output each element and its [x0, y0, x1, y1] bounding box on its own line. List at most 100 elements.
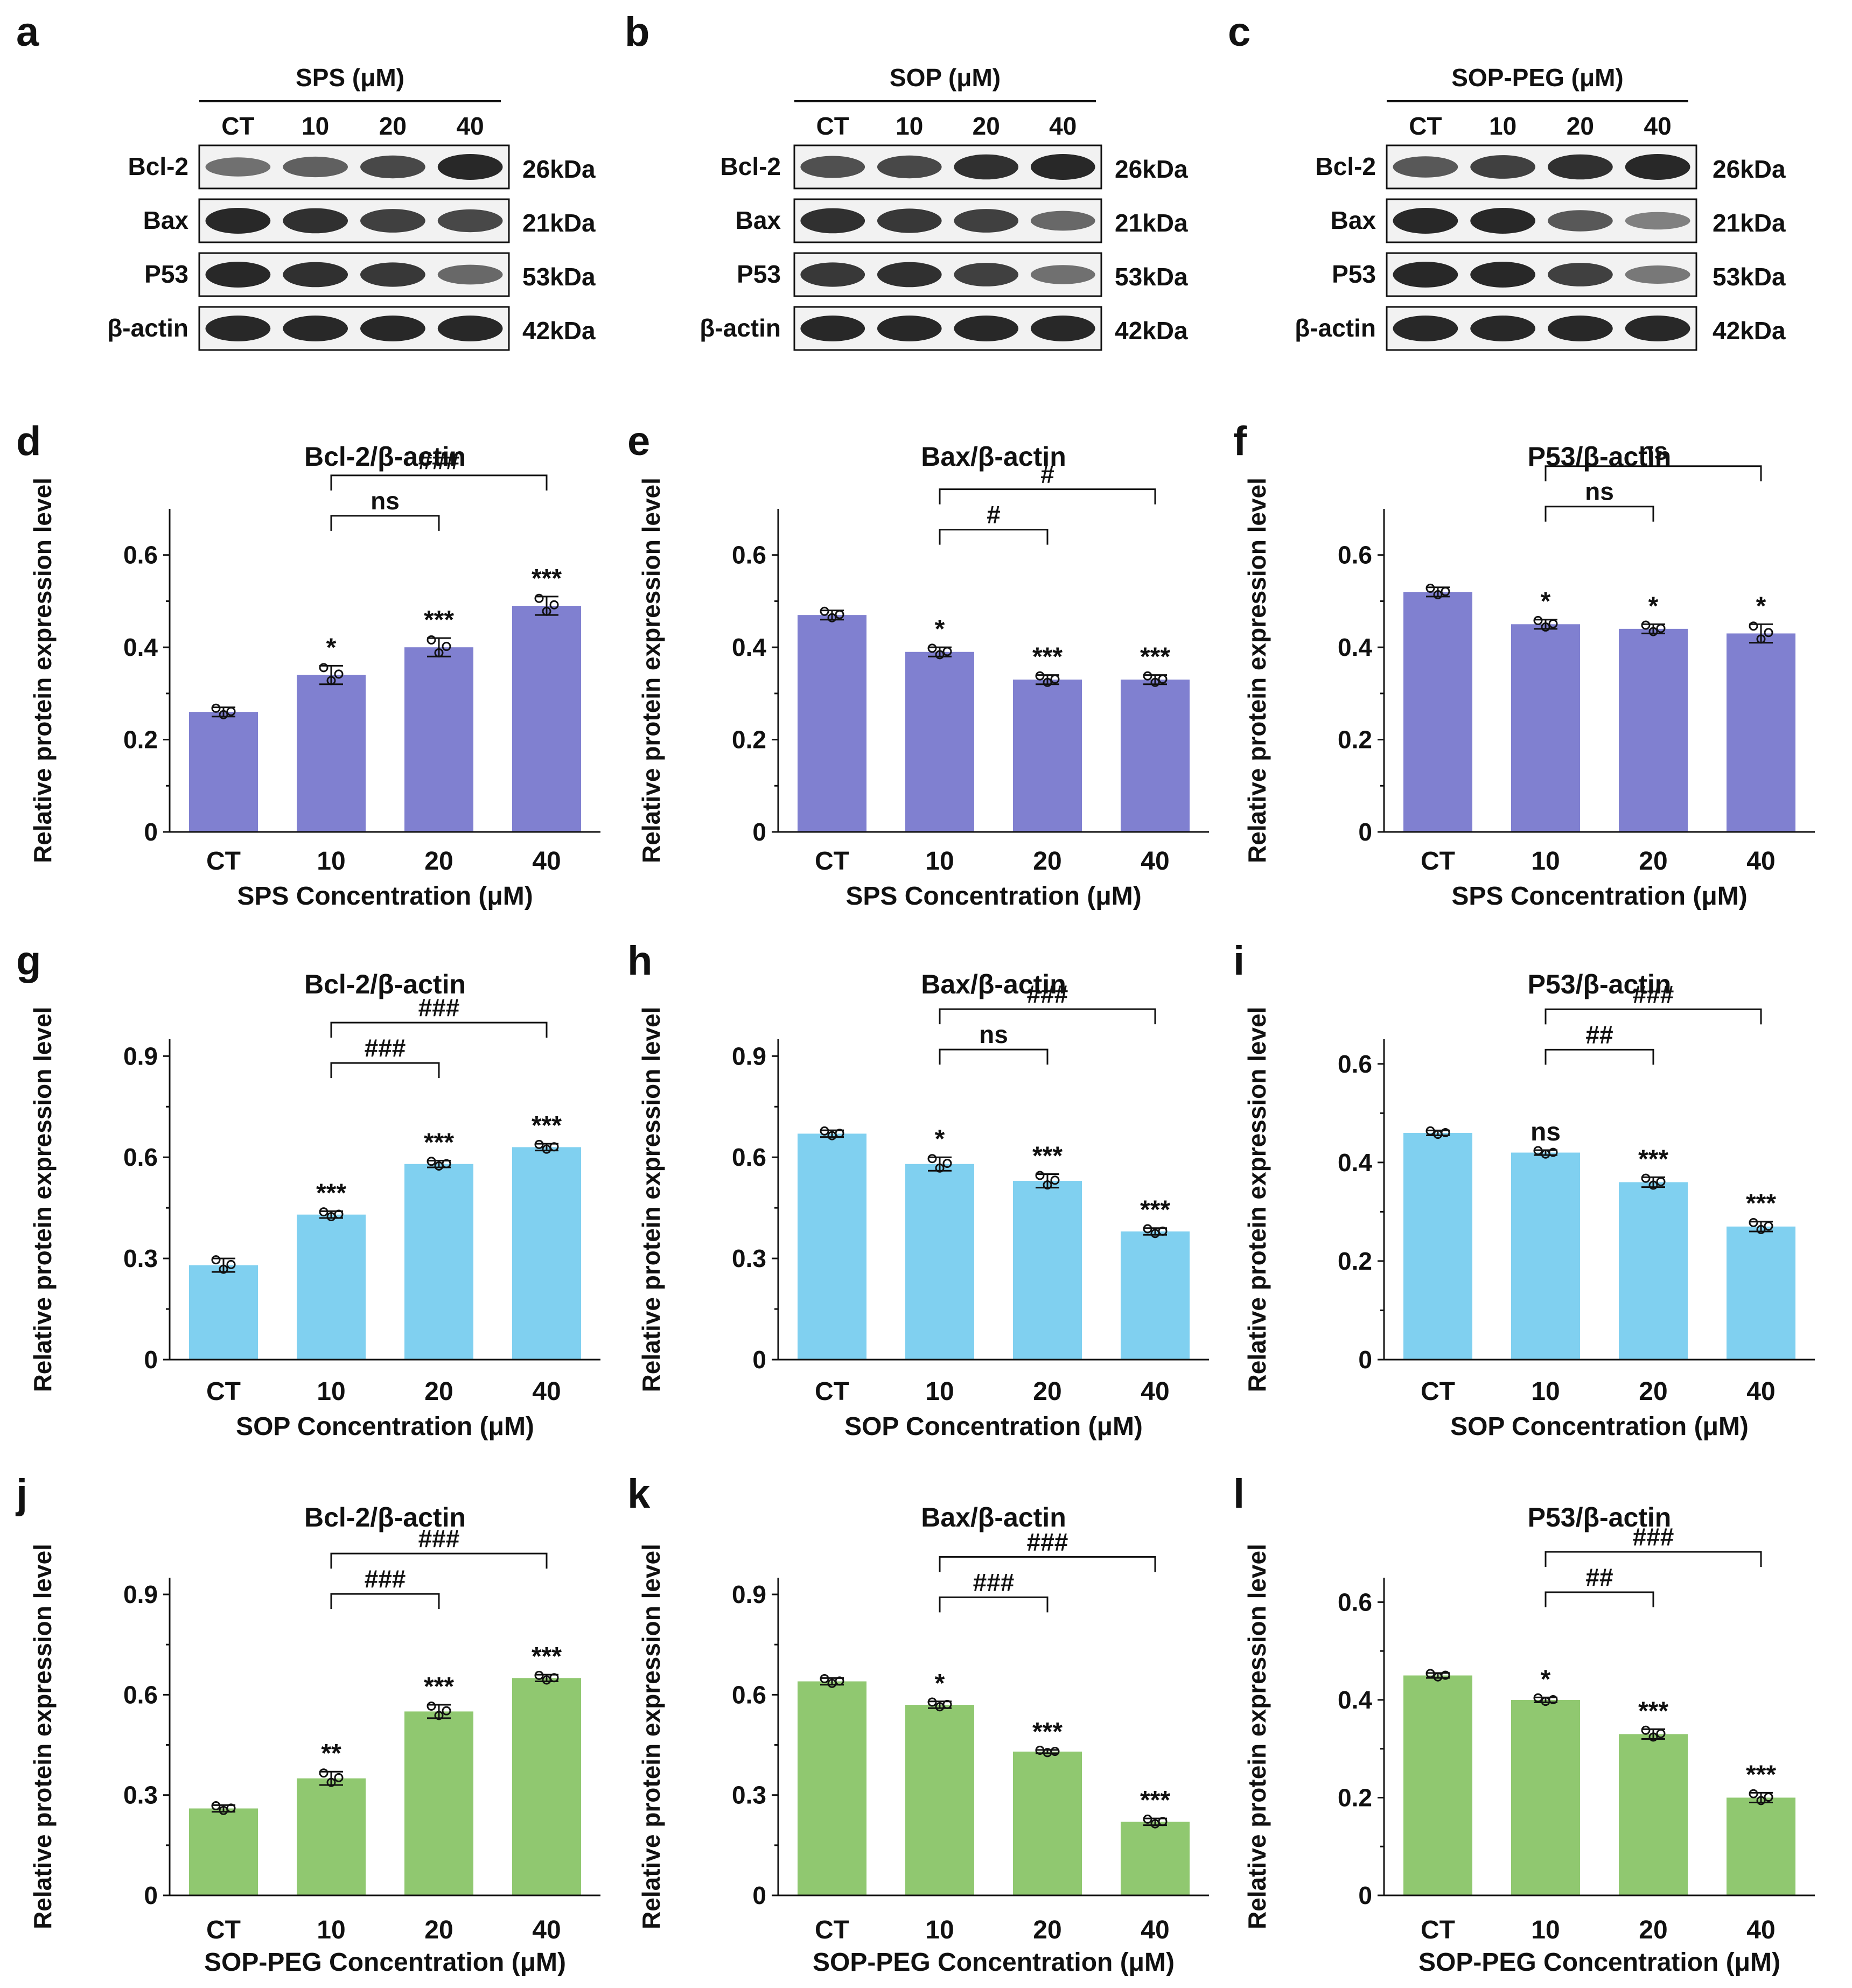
blot-band [283, 156, 348, 178]
molecular-weight-label: 21kDa [1713, 209, 1786, 237]
x-axis-label: SPS Concentration (μM) [237, 882, 533, 911]
significance-bracket [1545, 1591, 1654, 1607]
significance-mark: *** [1032, 1142, 1063, 1171]
significance-mark: * [1648, 592, 1659, 620]
bracket-label: ### [418, 446, 460, 474]
bar [905, 652, 974, 832]
y-tick-label: 0 [144, 1881, 158, 1909]
panel-letter: f [1233, 418, 1247, 464]
x-axis-label: SOP Concentration (μM) [844, 1412, 1143, 1441]
significance-mark: *** [1032, 643, 1063, 671]
chart-title: Bax/β-actin [921, 442, 1066, 472]
blot-band [437, 209, 503, 233]
blot-band [1548, 154, 1613, 180]
panel-letter: b [625, 9, 649, 55]
x-tick-label: 40 [1746, 847, 1775, 876]
y-axis-label: Relative protein expression level [637, 1007, 665, 1392]
blot-band [877, 262, 942, 288]
x-tick-label: 20 [424, 1377, 453, 1406]
y-tick-label: 0 [144, 818, 158, 846]
y-tick-label: 0.6 [123, 541, 158, 569]
y-tick-label: 0.6 [123, 1143, 158, 1171]
x-tick-label: CT [1421, 1916, 1455, 1944]
significance-bracket [330, 1021, 548, 1038]
significance-mark: *** [1140, 643, 1170, 671]
significance-mark: *** [532, 564, 562, 593]
bracket-label: ## [1585, 1563, 1613, 1591]
significance-mark: * [1756, 592, 1766, 620]
x-tick-label: CT [1421, 847, 1455, 876]
data-point [427, 1157, 436, 1166]
data-point [442, 1159, 451, 1168]
blot-band [1470, 262, 1535, 288]
significance-mark: * [935, 1125, 945, 1153]
data-point [334, 669, 344, 679]
data-point [326, 676, 336, 685]
x-tick-label: 40 [1141, 847, 1169, 876]
data-point [1548, 1147, 1558, 1157]
bar [1121, 680, 1190, 832]
data-point [935, 1163, 945, 1173]
x-tick-label: 40 [1746, 1377, 1775, 1406]
blot-band [954, 263, 1019, 286]
blot-band [1548, 210, 1613, 232]
y-tick-label: 0.6 [1338, 541, 1372, 569]
data-point [1533, 615, 1543, 625]
x-tick-label: CT [1421, 1377, 1455, 1406]
bar [297, 1778, 366, 1895]
data-point [927, 643, 937, 653]
significance-mark: *** [1638, 1145, 1668, 1173]
significance-mark: * [935, 1669, 945, 1698]
data-point [1656, 1177, 1666, 1187]
significance-mark: * [326, 633, 337, 662]
data-point [1656, 1729, 1666, 1739]
panel-letter: a [16, 9, 39, 55]
data-point [1533, 1693, 1543, 1703]
x-axis-label: SOP-PEG Concentration (μM) [813, 1948, 1175, 1977]
data-point [1158, 1817, 1168, 1826]
significance-mark: *** [1140, 1196, 1170, 1224]
blot-band [954, 154, 1019, 180]
significance-bracket [1545, 1048, 1654, 1065]
bar [1013, 680, 1082, 832]
x-tick-label: CT [815, 1916, 849, 1944]
bracket-label: # [987, 501, 1001, 529]
bracket-label: ## [1585, 1020, 1613, 1048]
data-point [1425, 1126, 1435, 1136]
blot-band [437, 316, 503, 341]
chart-title: Bax/β-actin [921, 1502, 1066, 1532]
data-point [334, 1209, 344, 1219]
chart-title: P53/β-actin [1528, 969, 1672, 999]
data-point [534, 1670, 544, 1680]
significance-bracket [330, 515, 440, 531]
significance-mark: * [1541, 587, 1551, 616]
y-tick-label: 0 [1358, 1346, 1372, 1374]
data-point [319, 1768, 329, 1778]
bar [1727, 1226, 1795, 1360]
lane-label: 40 [1049, 112, 1077, 140]
lane-label: 20 [973, 112, 1000, 140]
y-tick-label: 0.3 [732, 1244, 766, 1272]
data-point [927, 1154, 937, 1164]
molecular-weight-label: 26kDa [1713, 155, 1786, 183]
bar [1121, 1231, 1190, 1360]
significance-mark: *** [1746, 1760, 1776, 1789]
bar [512, 1147, 581, 1360]
bar [189, 1265, 258, 1360]
protein-label: Bcl-2 [128, 152, 188, 180]
data-point [1749, 1218, 1758, 1228]
data-point [1035, 671, 1045, 681]
data-point [1648, 1732, 1658, 1742]
bar [1727, 633, 1795, 832]
bracket-label: ### [1633, 1523, 1674, 1551]
y-tick-label: 0.4 [1338, 1686, 1372, 1714]
significance-bracket [330, 1552, 548, 1569]
lane-label: 20 [1567, 112, 1594, 140]
blot-band [437, 154, 503, 180]
bracket-label: ### [1027, 1528, 1068, 1556]
data-point [835, 1129, 844, 1138]
bar [189, 1808, 258, 1895]
x-tick-label: 40 [1141, 1377, 1169, 1406]
data-point [820, 1126, 829, 1136]
data-point [434, 648, 444, 657]
